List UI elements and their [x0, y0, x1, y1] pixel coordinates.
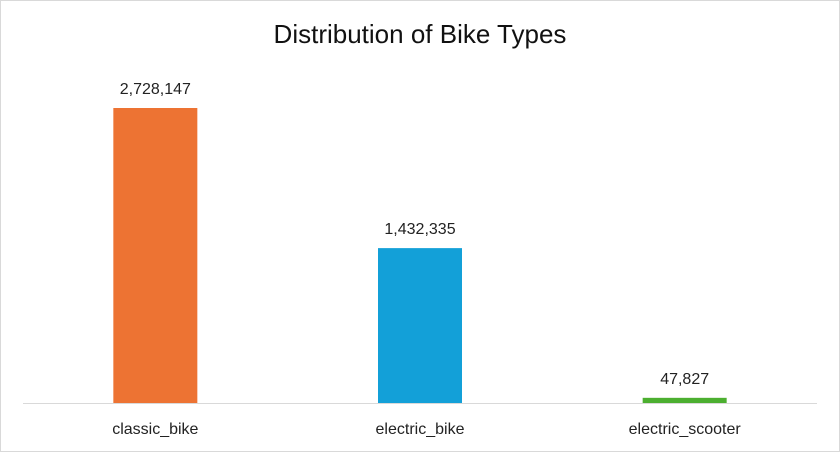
bar-electric-bike: [378, 248, 462, 403]
data-label-classic-bike: 2,728,147: [120, 81, 191, 98]
chart-title: Distribution of Bike Types: [273, 19, 567, 49]
x-tick-label-classic-bike: classic_bike: [112, 421, 198, 438]
x-tick-label-electric-bike: electric_bike: [376, 421, 465, 438]
data-label-electric-scooter: 47,827: [660, 371, 709, 388]
data-label-electric-bike: 1,432,335: [384, 221, 455, 238]
bar-classic-bike: [113, 108, 198, 403]
bar-electric-scooter: [642, 397, 727, 403]
x-tick-label-electric-scooter: electric_scooter: [629, 421, 742, 438]
